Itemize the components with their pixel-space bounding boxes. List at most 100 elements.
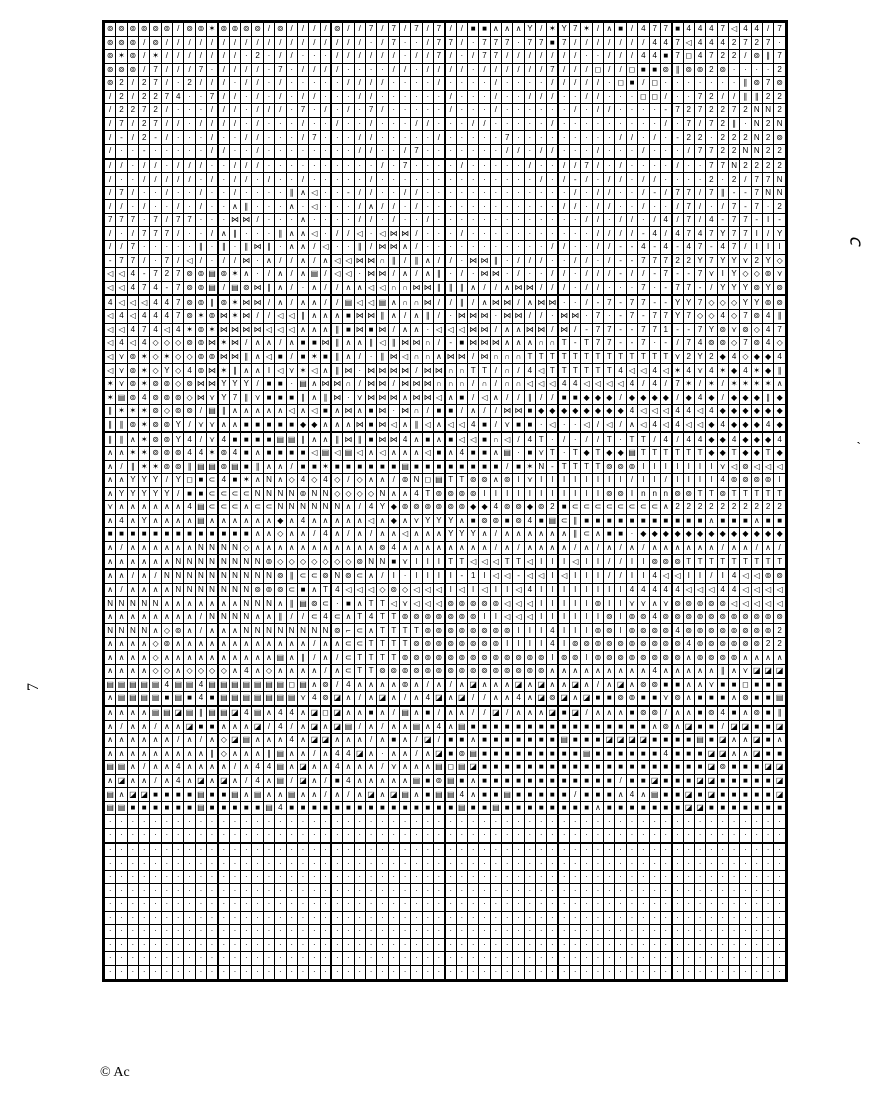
stitch-cell: · xyxy=(241,965,252,979)
stitch-cell: · xyxy=(570,870,581,884)
stitch-cell: ◁ xyxy=(105,364,116,378)
stitch-cell: ⊚ xyxy=(116,23,127,37)
stitch-cell: · xyxy=(490,938,501,952)
stitch-cell: ▤ xyxy=(195,801,206,815)
stitch-cell: · xyxy=(445,227,456,241)
stitch-cell: ■ xyxy=(263,377,274,391)
stitch-cell: / xyxy=(547,281,558,295)
stitch-cell: 7 xyxy=(649,254,660,268)
stitch-cell: · xyxy=(468,857,479,871)
stitch-cell: · xyxy=(672,952,683,966)
stitch-cell: · xyxy=(626,159,637,173)
stitch-cell: 4 xyxy=(774,432,786,446)
stitch-cell: ∥ xyxy=(433,268,444,282)
stitch-cell: ■ xyxy=(558,720,569,734)
stitch-cell: · xyxy=(536,200,547,214)
stitch-cell: 7 xyxy=(127,254,138,268)
stitch-cell: · xyxy=(694,938,705,952)
stitch-cell: · xyxy=(592,938,603,952)
stitch-cell: ∧ xyxy=(683,706,694,720)
stitch-cell: N xyxy=(286,624,297,638)
stitch-cell: · xyxy=(762,925,773,939)
stitch-cell: ⋈ xyxy=(399,377,410,391)
stitch-cell: 4 xyxy=(320,610,331,624)
stitch-cell: · xyxy=(252,268,263,282)
stitch-cell: ∧ xyxy=(173,651,184,665)
stitch-cell: · xyxy=(660,815,671,829)
stitch-cell: ∧ xyxy=(354,761,365,775)
stitch-cell: · xyxy=(626,117,637,131)
stitch-cell: / xyxy=(581,36,592,50)
stitch-cell: · xyxy=(502,857,513,871)
stitch-cell: ■ xyxy=(422,460,433,474)
stitch-cell: / xyxy=(309,637,320,651)
stitch-cell: ∧ xyxy=(433,528,444,542)
stitch-cell: ⊚ xyxy=(762,268,773,282)
stitch-cell: ⊚ xyxy=(615,692,626,706)
stitch-cell: ∧ xyxy=(297,254,308,268)
stitch-cell: ■ xyxy=(161,528,172,542)
stitch-cell: · xyxy=(638,884,649,898)
stitch-cell: ∧ xyxy=(297,528,308,542)
stitch-cell: · xyxy=(649,911,660,925)
stitch-cell: · xyxy=(581,911,592,925)
stitch-cell: · xyxy=(127,159,138,173)
stitch-cell: · xyxy=(343,870,354,884)
stitch-cell: 4 xyxy=(740,364,751,378)
stitch-cell: / xyxy=(445,254,456,268)
stitch-cell: · xyxy=(422,884,433,898)
stitch-cell: T xyxy=(570,460,581,474)
stitch-cell: ✶ xyxy=(581,23,592,37)
stitch-cell: T xyxy=(354,610,365,624)
stitch-cell: · xyxy=(297,952,308,966)
stitch-cell: ◁ xyxy=(468,555,479,569)
stitch-cell: ⊚ xyxy=(660,610,671,624)
stitch-cell: · xyxy=(297,898,308,912)
stitch-cell: · xyxy=(150,254,161,268)
stitch-cell: ■ xyxy=(502,761,513,775)
stitch-cell: 7 xyxy=(116,213,127,227)
stitch-cell: / xyxy=(388,63,399,77)
stitch-cell: / xyxy=(297,23,308,37)
stitch-cell: · xyxy=(320,911,331,925)
stitch-cell: 4 xyxy=(728,583,739,597)
stitch-cell: · xyxy=(445,965,456,979)
stitch-cell: ◇ xyxy=(343,555,354,569)
stitch-cell: · xyxy=(490,200,501,214)
stitch-cell: · xyxy=(490,952,501,966)
stitch-cell: 4 xyxy=(331,747,342,761)
stitch-cell: · xyxy=(694,870,705,884)
stitch-cell: · xyxy=(433,843,444,857)
stitch-cell: I xyxy=(558,637,569,651)
stitch-cell: 7 xyxy=(116,254,127,268)
stitch-cell: · xyxy=(377,747,388,761)
stitch-cell: ⊂ xyxy=(207,474,218,488)
stitch-cell: ∥ xyxy=(740,77,751,91)
stitch-cell: ∥ xyxy=(105,418,116,432)
stitch-cell: ⊚ xyxy=(740,323,751,337)
stitch-cell: · xyxy=(150,186,161,200)
stitch-cell: · xyxy=(207,925,218,939)
stitch-cell: 2 xyxy=(774,637,786,651)
stitch-cell: · xyxy=(354,938,365,952)
stitch-cell: ◻ xyxy=(286,678,297,692)
stitch-cell: ⋈ xyxy=(354,254,365,268)
stitch-cell: I xyxy=(592,610,603,624)
stitch-cell: ⊚ xyxy=(672,597,683,611)
stitch-cell: · xyxy=(161,925,172,939)
stitch-cell: ⋎ xyxy=(116,350,127,364)
stitch-cell: · xyxy=(388,843,399,857)
stitch-cell: 4 xyxy=(626,788,637,802)
stitch-cell: ▤ xyxy=(184,678,195,692)
stitch-cell: · xyxy=(343,965,354,979)
stitch-cell: ■ xyxy=(343,597,354,611)
stitch-cell: ∧ xyxy=(173,664,184,678)
stitch-cell: Y xyxy=(694,350,705,364)
stitch-cell: ◆ xyxy=(762,528,773,542)
stitch-cell: 4 xyxy=(706,36,717,50)
stitch-cell: ⊚ xyxy=(218,23,229,37)
stitch-cell: ■ xyxy=(502,774,513,788)
stitch-cell: ∧ xyxy=(751,651,762,665)
stitch-cell: ▤ xyxy=(139,692,150,706)
stitch-cell: ∧ xyxy=(502,541,513,555)
